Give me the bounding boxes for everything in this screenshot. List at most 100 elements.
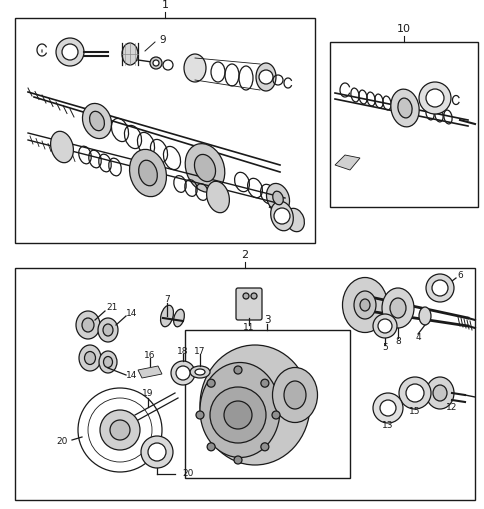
Bar	[329, 42, 477, 207]
Text: 2: 2	[241, 250, 248, 260]
Circle shape	[258, 70, 272, 84]
Text: 5: 5	[381, 344, 387, 353]
Ellipse shape	[84, 352, 95, 364]
Circle shape	[210, 387, 265, 443]
Circle shape	[56, 38, 84, 66]
Text: 12: 12	[445, 404, 457, 412]
Circle shape	[425, 274, 453, 302]
Text: 7: 7	[164, 296, 169, 304]
Ellipse shape	[425, 377, 453, 409]
Ellipse shape	[272, 191, 283, 205]
Text: 13: 13	[381, 420, 393, 430]
Ellipse shape	[199, 362, 279, 458]
Ellipse shape	[270, 201, 293, 231]
Ellipse shape	[82, 318, 94, 332]
Circle shape	[110, 420, 130, 440]
FancyBboxPatch shape	[236, 288, 261, 320]
Ellipse shape	[129, 149, 166, 196]
Circle shape	[141, 436, 173, 468]
Ellipse shape	[256, 63, 275, 91]
Text: 9: 9	[159, 35, 166, 45]
Ellipse shape	[122, 43, 138, 65]
Text: 20: 20	[56, 437, 68, 445]
Circle shape	[196, 411, 204, 419]
Ellipse shape	[103, 356, 112, 367]
Circle shape	[152, 60, 159, 66]
Ellipse shape	[284, 381, 305, 409]
Text: 1: 1	[161, 0, 168, 10]
Circle shape	[62, 44, 78, 60]
Circle shape	[379, 400, 395, 416]
Circle shape	[150, 57, 162, 69]
Circle shape	[272, 411, 279, 419]
Circle shape	[251, 293, 257, 299]
Ellipse shape	[359, 299, 369, 311]
Circle shape	[207, 379, 215, 387]
Text: 16: 16	[144, 351, 155, 359]
Ellipse shape	[82, 103, 111, 138]
Text: 15: 15	[408, 408, 420, 416]
Ellipse shape	[90, 111, 104, 131]
Ellipse shape	[353, 291, 375, 319]
Ellipse shape	[342, 277, 387, 332]
Text: 3: 3	[263, 315, 270, 325]
Ellipse shape	[50, 131, 73, 163]
Circle shape	[100, 410, 140, 450]
Text: 8: 8	[394, 337, 400, 347]
Bar	[15, 268, 474, 500]
Ellipse shape	[79, 345, 101, 371]
Ellipse shape	[98, 318, 118, 342]
Circle shape	[372, 393, 402, 423]
Text: 19: 19	[142, 389, 153, 399]
Text: 14: 14	[126, 308, 137, 318]
Circle shape	[405, 384, 423, 402]
Ellipse shape	[76, 311, 100, 339]
Text: 11: 11	[243, 324, 254, 332]
Ellipse shape	[195, 369, 205, 375]
Bar	[15, 18, 314, 243]
Circle shape	[176, 366, 190, 380]
Text: 10: 10	[396, 24, 410, 34]
Circle shape	[224, 401, 252, 429]
Ellipse shape	[199, 345, 309, 465]
Ellipse shape	[173, 309, 184, 327]
Ellipse shape	[206, 181, 229, 213]
Circle shape	[260, 379, 268, 387]
Circle shape	[171, 361, 195, 385]
Ellipse shape	[190, 366, 210, 378]
Ellipse shape	[185, 144, 224, 192]
Ellipse shape	[397, 98, 411, 118]
Text: 6: 6	[456, 270, 462, 279]
Circle shape	[233, 366, 242, 374]
Ellipse shape	[183, 54, 206, 82]
Circle shape	[233, 456, 242, 464]
Ellipse shape	[390, 89, 418, 127]
Circle shape	[148, 443, 166, 461]
Ellipse shape	[103, 324, 113, 336]
Bar	[184, 330, 349, 478]
Circle shape	[398, 377, 430, 409]
Text: 4: 4	[414, 332, 420, 342]
Text: 21: 21	[106, 303, 118, 313]
Text: 18: 18	[177, 347, 188, 355]
Circle shape	[372, 314, 396, 338]
Ellipse shape	[99, 351, 117, 373]
Ellipse shape	[266, 183, 289, 213]
Ellipse shape	[381, 288, 413, 328]
Ellipse shape	[138, 160, 157, 186]
Ellipse shape	[418, 307, 430, 325]
Polygon shape	[138, 366, 162, 378]
Text: 20: 20	[182, 469, 193, 478]
Ellipse shape	[160, 305, 173, 327]
Ellipse shape	[194, 154, 215, 182]
Ellipse shape	[272, 367, 317, 422]
Circle shape	[425, 89, 443, 107]
Ellipse shape	[432, 385, 446, 401]
Text: 14: 14	[126, 372, 137, 381]
Circle shape	[418, 82, 450, 114]
Polygon shape	[334, 155, 359, 170]
Ellipse shape	[389, 298, 405, 318]
Circle shape	[260, 443, 268, 451]
Text: 17: 17	[194, 347, 205, 355]
Circle shape	[242, 293, 248, 299]
